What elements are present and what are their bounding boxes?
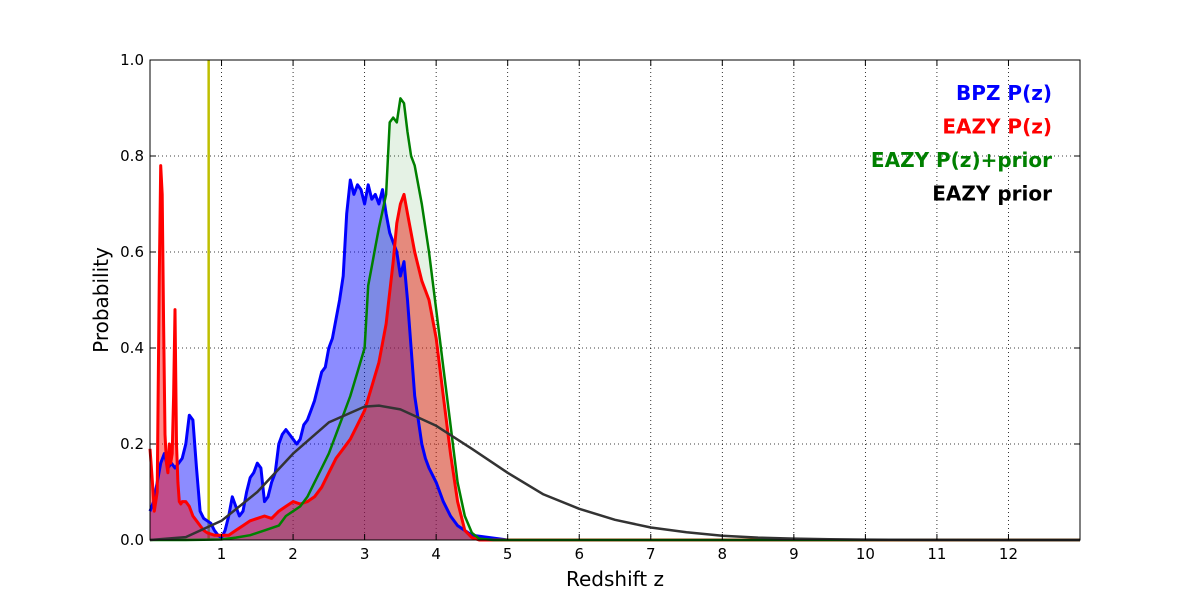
bpz-p-z-area <box>150 180 1080 540</box>
eazy-p-z-area <box>150 165 1080 540</box>
x-tick-label: 9 <box>789 545 799 563</box>
y-tick-label: 0.2 <box>120 435 144 453</box>
x-tick-label: 10 <box>856 545 875 563</box>
tick-layer: 1 2 3 4 5 6 7 8 9 10 11 120.00.20.40.60.81.0 <box>120 51 1080 563</box>
x-tick-label: 7 <box>646 545 656 563</box>
eazy-p-z-line <box>148 164 1080 542</box>
y-tick-label: 1.0 <box>120 51 144 69</box>
x-axis-label: Redshift z <box>566 567 664 591</box>
y-tick-label: 0.4 <box>120 339 144 357</box>
x-tick-label: 5 <box>503 545 513 563</box>
bpz-p-z-line <box>148 178 1080 542</box>
x-tick-label: 11 <box>927 545 946 563</box>
y-tick-label: 0.8 <box>120 147 144 165</box>
eazy-p-z-prior-area <box>150 98 1080 541</box>
legend-entry-eazy-p-z: EAZY P(z) <box>942 115 1052 139</box>
eazy-p-z-prior-line <box>150 97 1080 542</box>
x-tick-label: 3 <box>360 545 370 563</box>
x-tick-label: 6 <box>574 545 584 563</box>
x-tick-label: 12 <box>999 545 1018 563</box>
series-layer <box>148 97 1080 542</box>
y-tick-label: 0.6 <box>120 243 144 261</box>
legend: BPZ P(z) EAZY P(z) EAZY P(z)+prior EAZY pri… <box>871 81 1052 206</box>
eazy-prior-line <box>149 404 1080 542</box>
x-tick-label: 8 <box>718 545 728 563</box>
x-tick-label: 4 <box>431 545 441 563</box>
x-tick-label: 2 <box>288 545 298 563</box>
x-tick-label: 1 <box>217 545 227 563</box>
legend-entry-eazy-prior: EAZY prior <box>932 182 1052 206</box>
y-axis-label: Probability <box>89 247 113 353</box>
legend-entry-eazy-p-z-prior: EAZY P(z)+prior <box>871 148 1052 172</box>
legend-entry-bpz-p-z: BPZ P(z) <box>956 81 1052 105</box>
plot-frame <box>149 59 1081 541</box>
y-tick-label: 0.0 <box>120 531 144 549</box>
